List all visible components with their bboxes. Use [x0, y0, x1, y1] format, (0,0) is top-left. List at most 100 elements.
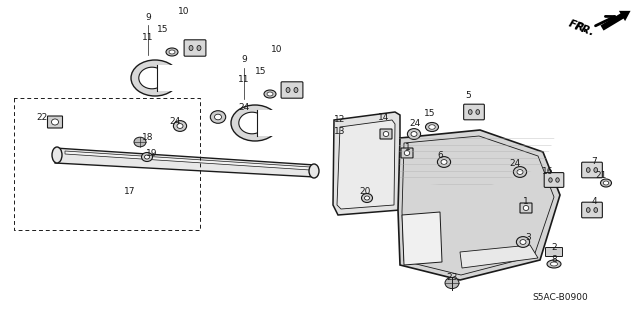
Polygon shape: [333, 112, 400, 215]
Text: 9: 9: [241, 56, 247, 64]
FancyBboxPatch shape: [463, 104, 484, 120]
Text: 17: 17: [124, 188, 136, 197]
Text: 8: 8: [551, 256, 557, 264]
Ellipse shape: [264, 90, 276, 98]
Ellipse shape: [383, 131, 388, 137]
Text: 5: 5: [465, 92, 471, 100]
FancyBboxPatch shape: [401, 148, 413, 158]
Text: FR.: FR.: [573, 22, 596, 38]
Ellipse shape: [365, 196, 369, 200]
FancyBboxPatch shape: [545, 248, 563, 256]
FancyBboxPatch shape: [582, 162, 602, 178]
Ellipse shape: [189, 46, 193, 50]
Ellipse shape: [145, 155, 150, 159]
Text: 1: 1: [523, 197, 529, 206]
Text: 12: 12: [334, 115, 346, 124]
Ellipse shape: [408, 129, 420, 139]
FancyBboxPatch shape: [47, 116, 63, 128]
Ellipse shape: [177, 123, 183, 129]
Text: 15: 15: [157, 26, 169, 34]
Ellipse shape: [517, 170, 523, 174]
Text: 19: 19: [147, 150, 157, 159]
Text: 22: 22: [36, 114, 47, 122]
FancyArrow shape: [600, 11, 630, 31]
Ellipse shape: [600, 179, 611, 187]
Text: 21: 21: [595, 172, 607, 181]
Text: S5AC-B0900: S5AC-B0900: [532, 293, 588, 302]
Ellipse shape: [550, 262, 557, 266]
Ellipse shape: [214, 114, 221, 120]
Ellipse shape: [239, 112, 265, 134]
Text: 24: 24: [509, 160, 520, 168]
Ellipse shape: [309, 164, 319, 178]
Text: 20: 20: [359, 188, 371, 197]
Ellipse shape: [586, 208, 590, 212]
Ellipse shape: [426, 122, 438, 131]
Ellipse shape: [411, 132, 417, 137]
Ellipse shape: [231, 105, 279, 141]
Text: 24: 24: [238, 103, 250, 113]
Text: 15: 15: [255, 68, 267, 77]
Text: 10: 10: [179, 8, 189, 17]
Ellipse shape: [134, 137, 146, 147]
Ellipse shape: [468, 110, 472, 115]
Ellipse shape: [286, 87, 290, 93]
Text: FR.: FR.: [567, 19, 590, 35]
Text: 24: 24: [170, 117, 180, 127]
Ellipse shape: [594, 208, 598, 212]
Text: 11: 11: [142, 33, 154, 42]
Ellipse shape: [516, 237, 530, 248]
Text: 24: 24: [410, 120, 420, 129]
Ellipse shape: [211, 111, 226, 123]
Ellipse shape: [267, 92, 273, 96]
FancyBboxPatch shape: [544, 173, 564, 187]
Ellipse shape: [294, 87, 298, 93]
Ellipse shape: [586, 167, 590, 172]
Text: 16: 16: [542, 167, 554, 176]
Ellipse shape: [362, 194, 372, 203]
Ellipse shape: [139, 67, 165, 89]
Ellipse shape: [556, 178, 559, 182]
Ellipse shape: [131, 60, 179, 96]
Text: 13: 13: [334, 128, 346, 137]
Ellipse shape: [173, 121, 187, 131]
FancyBboxPatch shape: [520, 203, 532, 213]
Ellipse shape: [604, 181, 609, 185]
FancyBboxPatch shape: [281, 82, 303, 98]
FancyBboxPatch shape: [184, 40, 206, 56]
Text: 6: 6: [437, 152, 443, 160]
Text: 4: 4: [591, 197, 597, 206]
Ellipse shape: [197, 46, 201, 50]
Ellipse shape: [404, 151, 410, 155]
Text: 15: 15: [424, 109, 436, 118]
Text: 14: 14: [378, 114, 390, 122]
Ellipse shape: [429, 125, 435, 129]
Ellipse shape: [169, 50, 175, 54]
Ellipse shape: [141, 152, 152, 161]
Text: 2: 2: [551, 243, 557, 253]
Ellipse shape: [166, 48, 178, 56]
Polygon shape: [65, 151, 310, 170]
Text: 7: 7: [591, 158, 597, 167]
Ellipse shape: [524, 205, 529, 211]
Ellipse shape: [547, 260, 561, 268]
FancyBboxPatch shape: [582, 202, 602, 218]
Text: 1: 1: [405, 144, 411, 152]
Text: 11: 11: [238, 76, 250, 85]
Ellipse shape: [441, 160, 447, 164]
Ellipse shape: [51, 119, 58, 125]
Ellipse shape: [513, 167, 527, 177]
Polygon shape: [460, 245, 538, 268]
Text: 23: 23: [446, 273, 458, 283]
Bar: [157, 65, 181, 91]
Ellipse shape: [476, 110, 479, 115]
Text: 3: 3: [525, 234, 531, 242]
Polygon shape: [55, 148, 315, 177]
Ellipse shape: [548, 178, 552, 182]
Bar: [257, 110, 281, 136]
Polygon shape: [337, 120, 395, 209]
Ellipse shape: [594, 167, 598, 172]
Text: 18: 18: [142, 133, 154, 143]
Polygon shape: [402, 212, 442, 265]
Ellipse shape: [445, 278, 459, 289]
